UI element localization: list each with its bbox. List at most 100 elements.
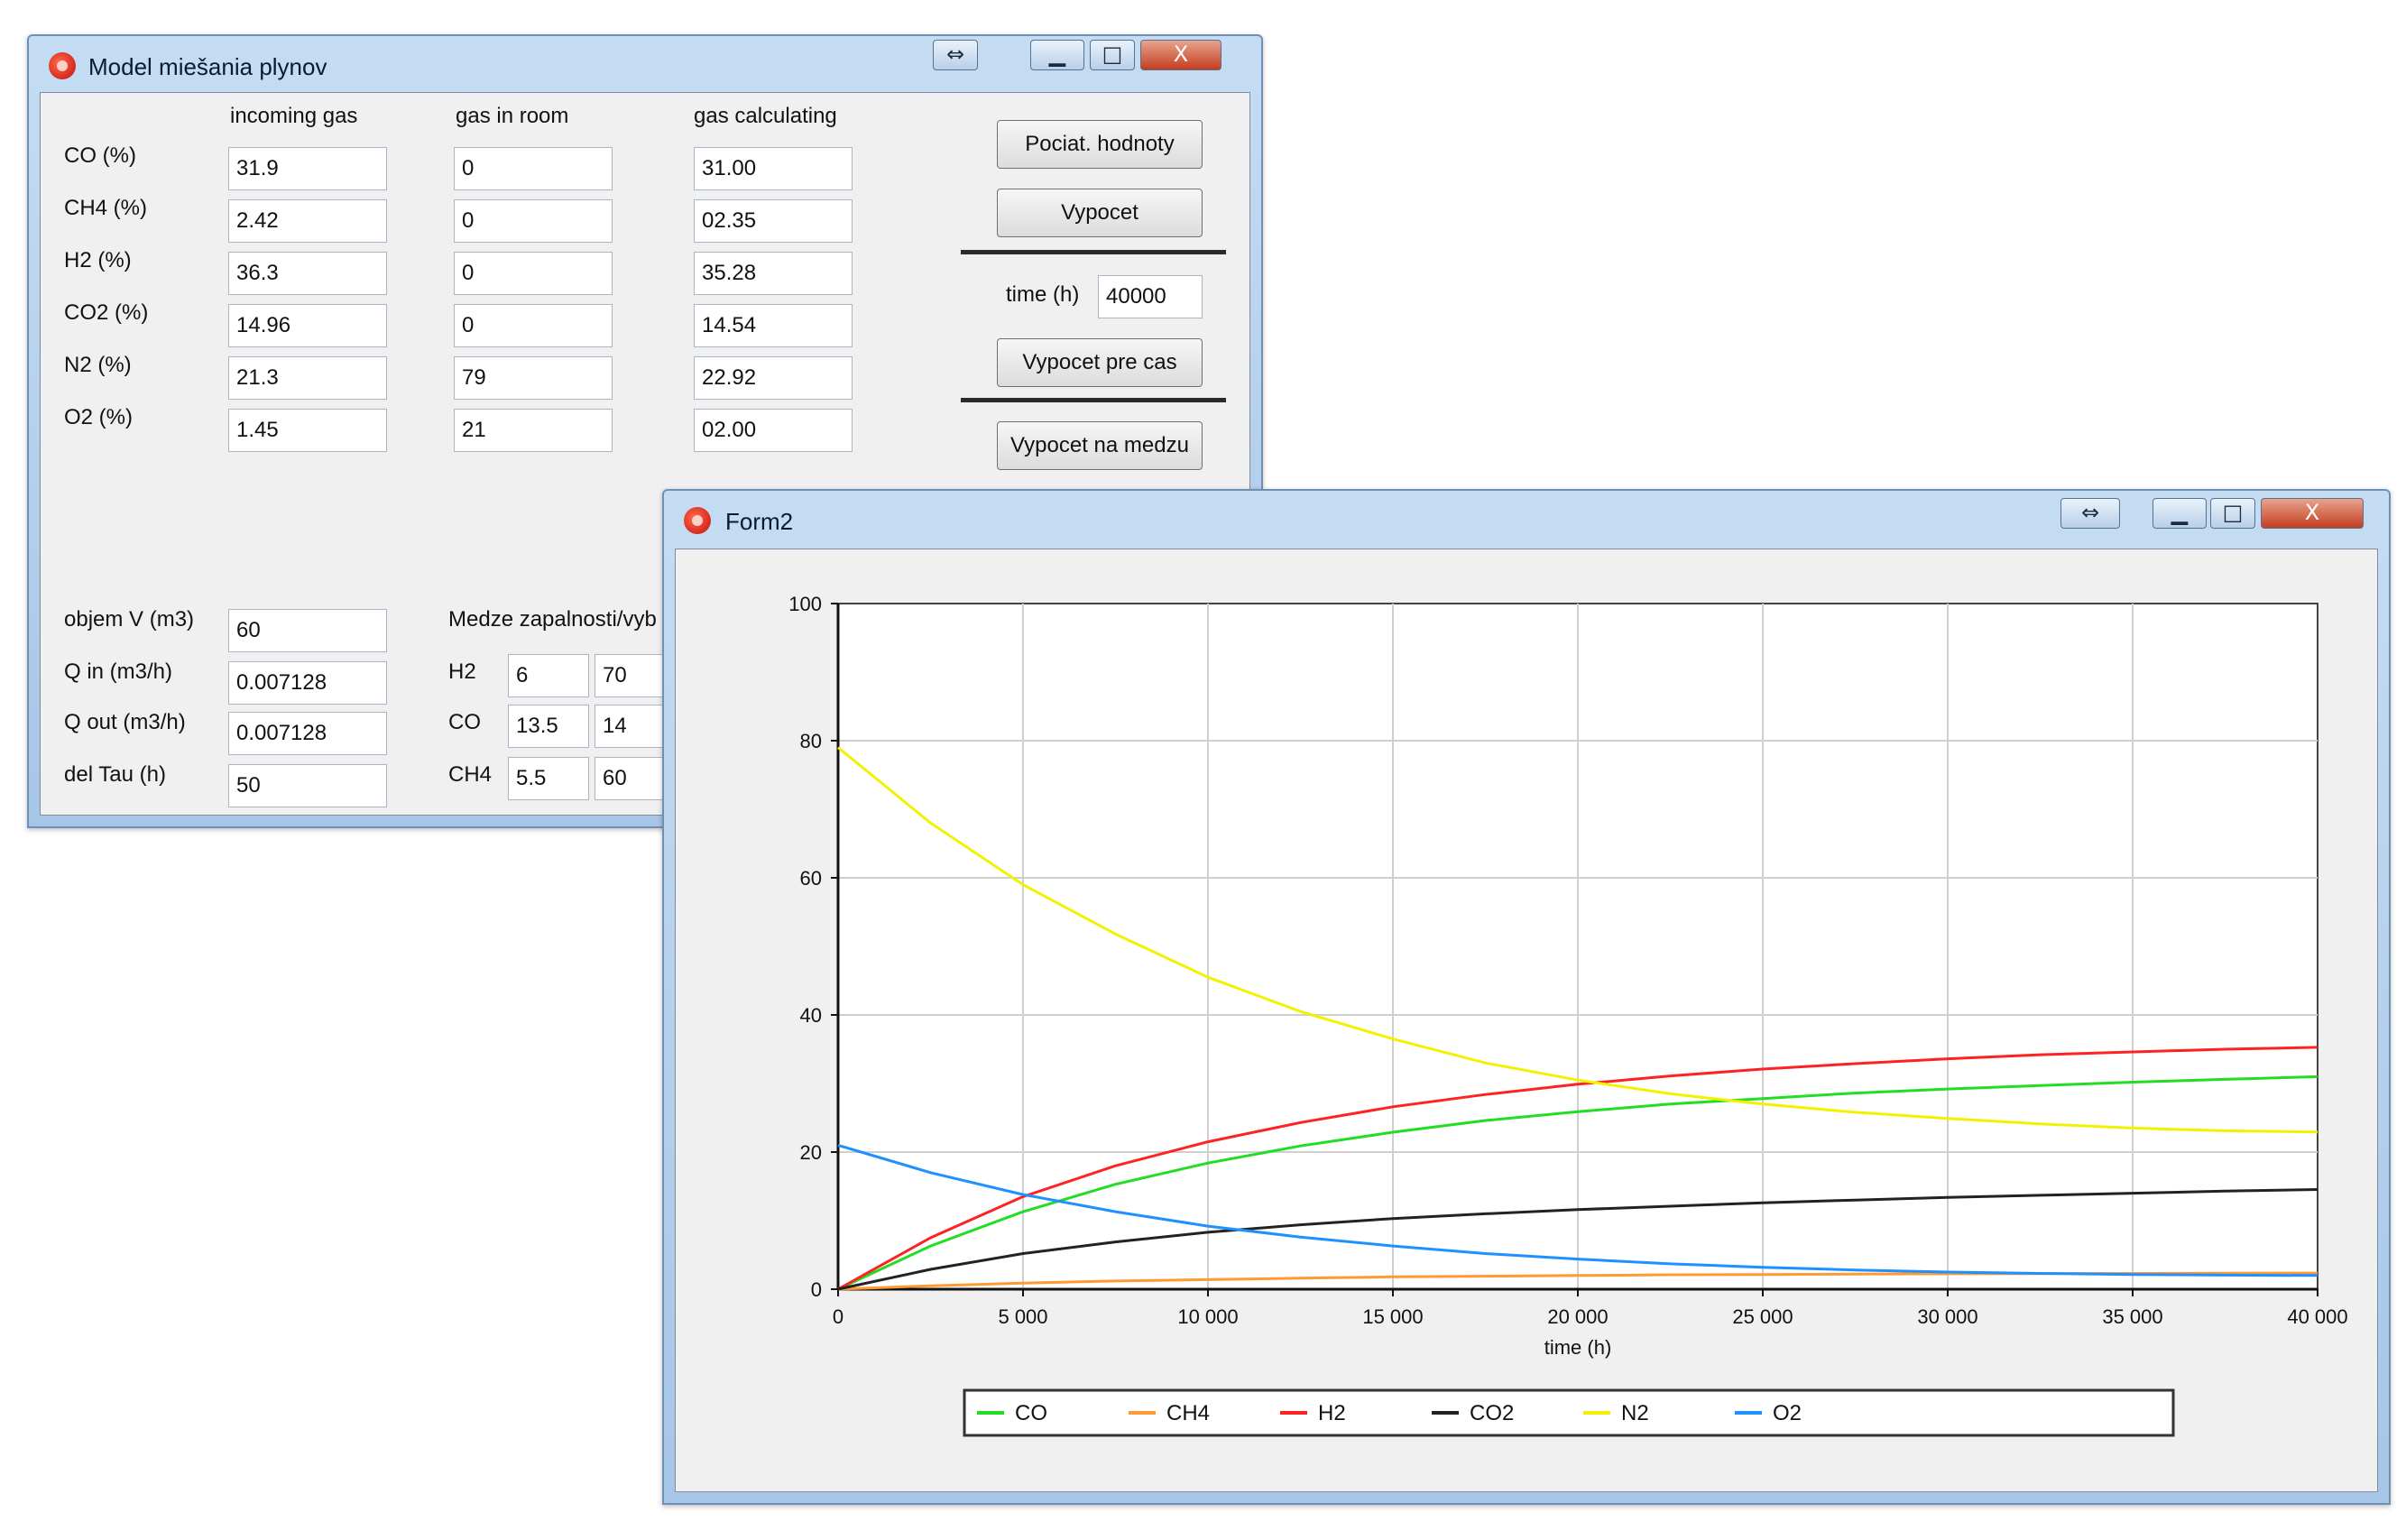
legend-label-co: CO — [1015, 1401, 1047, 1425]
legend-label-o2: O2 — [1773, 1401, 1802, 1425]
maximize-icon: □ — [1102, 41, 1123, 67]
form2-resize-button[interactable]: ⇔ — [2060, 498, 2120, 529]
x-tick-label: 5 000 — [998, 1305, 1047, 1328]
incoming-n2-input[interactable]: 21.3 — [228, 356, 387, 400]
form2-close-icon: X — [2304, 500, 2320, 525]
y-tick-label: 20 — [800, 1141, 822, 1164]
close-icon: X — [1173, 41, 1189, 67]
x-axis-label: time (h) — [1544, 1336, 1612, 1359]
incoming-co2-input[interactable]: 14.96 — [228, 304, 387, 347]
compute-button[interactable]: Vypocet — [997, 189, 1203, 237]
row-label-h2: H2 (%) — [64, 248, 132, 272]
limit-ch4-low-input[interactable]: 5.5 — [508, 757, 589, 800]
initial-values-button[interactable]: Pociat. hodnoty — [997, 120, 1203, 169]
row-label-n2: N2 (%) — [64, 353, 132, 377]
form2-app-icon — [684, 507, 711, 534]
x-tick-label: 30 000 — [1917, 1305, 1977, 1328]
del-tau-input[interactable]: 50 — [228, 764, 387, 807]
legend-label-h2: H2 — [1318, 1401, 1346, 1425]
room-ch4-input[interactable]: 0 — [454, 199, 613, 243]
y-tick-label: 40 — [800, 1004, 822, 1027]
room-n2-input[interactable]: 79 — [454, 356, 613, 400]
col-header-incoming: incoming gas — [230, 104, 358, 128]
y-tick-label: 80 — [800, 730, 822, 752]
form2-maximize-icon: □ — [2222, 500, 2244, 525]
x-tick-label: 35 000 — [2102, 1305, 2162, 1328]
incoming-co-input[interactable]: 31.9 — [228, 147, 387, 190]
series-line-co2 — [837, 1188, 2318, 1291]
legend-box — [963, 1388, 2175, 1437]
x-tick-label: 0 — [833, 1305, 843, 1328]
separator-1 — [961, 250, 1226, 254]
limit-label-ch4: CH4 — [448, 762, 493, 787]
calc-n2-input[interactable]: 22.92 — [694, 356, 853, 400]
form2-close-button[interactable]: X — [2261, 498, 2364, 529]
form2-window: Form2 ⇔ ▁ □ X 0 5 000 10 000 15 000 20 000 25… — [662, 489, 2391, 1505]
room-co2-input[interactable]: 0 — [454, 304, 613, 347]
param-label-volume: objem V (m3) — [64, 607, 195, 632]
series-line-co — [837, 1074, 2318, 1291]
volume-input[interactable]: 60 — [228, 609, 387, 652]
form2-titlebar[interactable]: Form2 ⇔ ▁ □ X — [664, 491, 2389, 547]
gas-concentration-chart: 0 5 000 10 000 15 000 20 000 25 000 30 000 35 0… — [788, 593, 2348, 1437]
minimize-button[interactable]: ▁ — [1030, 40, 1084, 70]
limit-h2-low-input[interactable]: 6 — [508, 654, 589, 697]
incoming-h2-input[interactable]: 36.3 — [228, 252, 387, 295]
compute-limit-button[interactable]: Vypocet na medzu — [997, 421, 1203, 470]
limit-label-h2: H2 — [448, 659, 476, 684]
y-tick-label: 60 — [800, 867, 822, 890]
app-icon — [49, 52, 76, 79]
separator-2 — [961, 398, 1226, 402]
q-out-input[interactable]: 0.007128 — [228, 712, 387, 755]
row-label-ch4: CH4 (%) — [64, 196, 148, 220]
room-h2-input[interactable]: 0 — [454, 252, 613, 295]
y-tick-label: 100 — [788, 593, 822, 615]
maximize-button[interactable]: □ — [1090, 40, 1135, 70]
limits-title: Medze zapalnosti/vyb — [448, 607, 657, 632]
param-label-del-tau: del Tau (h) — [64, 762, 166, 787]
minimize-icon: ▁ — [1048, 41, 1066, 67]
param-label-q-out: Q out (m3/h) — [64, 710, 186, 734]
form2-maximize-button[interactable]: □ — [2210, 498, 2255, 529]
close-button[interactable]: X — [1140, 40, 1221, 70]
calc-h2-input[interactable]: 35.28 — [694, 252, 853, 295]
calc-co2-input[interactable]: 14.54 — [694, 304, 853, 347]
series-line-o2 — [837, 1143, 2318, 1277]
x-tick-label: 40 000 — [2287, 1305, 2347, 1328]
time-input[interactable]: 40000 — [1098, 275, 1203, 318]
resize-button[interactable]: ⇔ — [933, 40, 978, 70]
compute-for-time-button[interactable]: Vypocet pre cas — [997, 338, 1203, 387]
x-tick-label: 15 000 — [1362, 1305, 1423, 1328]
y-tick-label: 0 — [811, 1278, 822, 1301]
x-tick-label: 20 000 — [1547, 1305, 1608, 1328]
main-titlebar[interactable]: Model miešania plynov ⇔ ▁ □ X — [29, 36, 1261, 92]
series-line-h2 — [837, 1046, 2318, 1291]
limit-label-co: CO — [448, 710, 481, 734]
row-label-co2: CO2 (%) — [64, 300, 149, 325]
legend-label-co2: CO2 — [1470, 1401, 1514, 1425]
q-in-input[interactable]: 0.007128 — [228, 661, 387, 705]
resize-icon: ⇔ — [945, 41, 965, 67]
legend-label-n2: N2 — [1621, 1401, 1649, 1425]
calc-ch4-input[interactable]: 02.35 — [694, 199, 853, 243]
legend-label-ch4: CH4 — [1166, 1401, 1210, 1425]
form2-title: Form2 — [725, 508, 794, 535]
form2-resize-icon: ⇔ — [2080, 500, 2100, 525]
series-line-n2 — [837, 746, 2318, 1134]
row-label-o2: O2 (%) — [64, 405, 134, 429]
room-o2-input[interactable]: 21 — [454, 409, 613, 452]
form2-minimize-button[interactable]: ▁ — [2152, 498, 2207, 529]
limit-co-low-input[interactable]: 13.5 — [508, 705, 589, 748]
col-header-calc: gas calculating — [694, 104, 837, 128]
calc-o2-input[interactable]: 02.00 — [694, 409, 853, 452]
main-window-title: Model miešania plynov — [88, 53, 327, 80]
form2-minimize-icon: ▁ — [2171, 500, 2189, 525]
calc-co-input[interactable]: 31.00 — [694, 147, 853, 190]
row-label-co: CO (%) — [64, 143, 136, 168]
incoming-o2-input[interactable]: 1.45 — [228, 409, 387, 452]
x-tick-label: 10 000 — [1177, 1305, 1238, 1328]
incoming-ch4-input[interactable]: 2.42 — [228, 199, 387, 243]
col-header-room: gas in room — [456, 104, 569, 128]
param-label-q-in: Q in (m3/h) — [64, 659, 173, 684]
room-co-input[interactable]: 0 — [454, 147, 613, 190]
